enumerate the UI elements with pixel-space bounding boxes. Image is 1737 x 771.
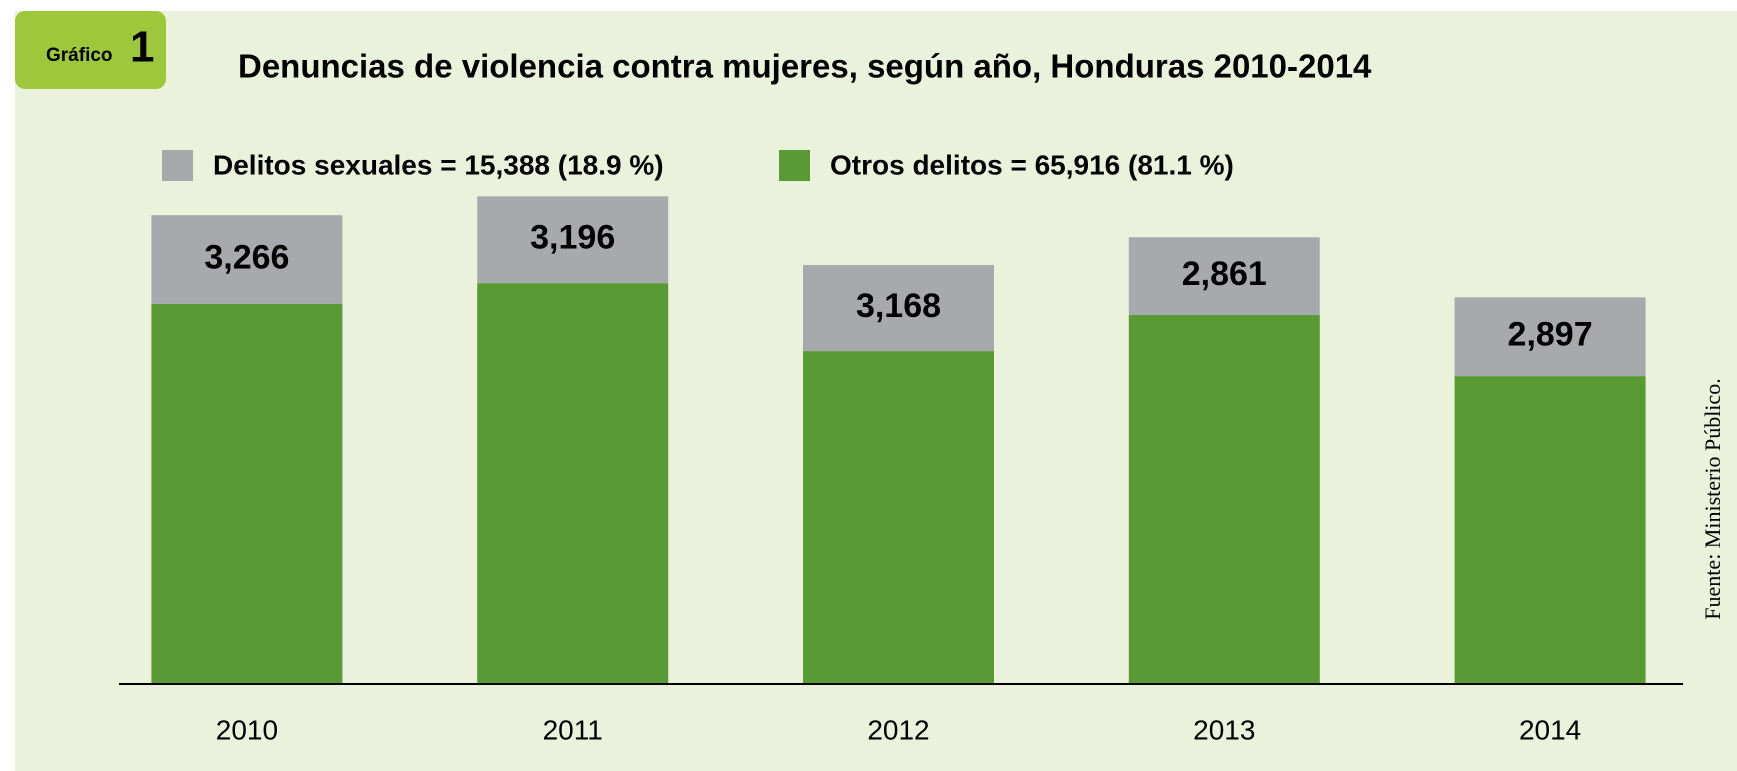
bar-segment	[151, 303, 343, 684]
bar-segment	[1128, 237, 1320, 316]
bar-segment	[1454, 376, 1646, 684]
badge-label: Gráfico	[46, 45, 113, 66]
legend-swatch	[779, 150, 810, 181]
legend-label: Otros delitos = 65,916 (81.1 %)	[830, 149, 1234, 180]
badge	[15, 11, 166, 89]
bar-segment	[803, 265, 994, 352]
bar-segment	[1128, 315, 1320, 684]
x-tick-label: 2013	[1193, 714, 1255, 745]
value-label: 3,266	[204, 239, 289, 277]
bar-segment	[151, 215, 343, 304]
value-label: 2,861	[1182, 255, 1267, 293]
bar-segment	[1454, 297, 1646, 377]
source: Fuente: Ministerio Público.	[1700, 378, 1725, 619]
bar-segment	[477, 196, 669, 284]
badge-number: 1	[130, 23, 154, 72]
chart-title: Denuncias de violencia contra mujeres, s…	[238, 48, 1372, 85]
x-tick-label: 2011	[543, 714, 603, 745]
legend-label: Delitos sexuales = 15,388 (18.9 %)	[213, 149, 664, 180]
value-label: 2,897	[1508, 316, 1593, 354]
x-tick-label: 2012	[867, 714, 929, 745]
legend-swatch	[162, 150, 193, 181]
value-label: 3,168	[856, 287, 941, 325]
bar-segment	[477, 283, 669, 684]
x-tick-label: 2014	[1519, 714, 1581, 745]
x-tick-label: 2010	[216, 714, 278, 745]
bar-segment	[803, 351, 994, 684]
value-label: 3,196	[530, 219, 615, 257]
